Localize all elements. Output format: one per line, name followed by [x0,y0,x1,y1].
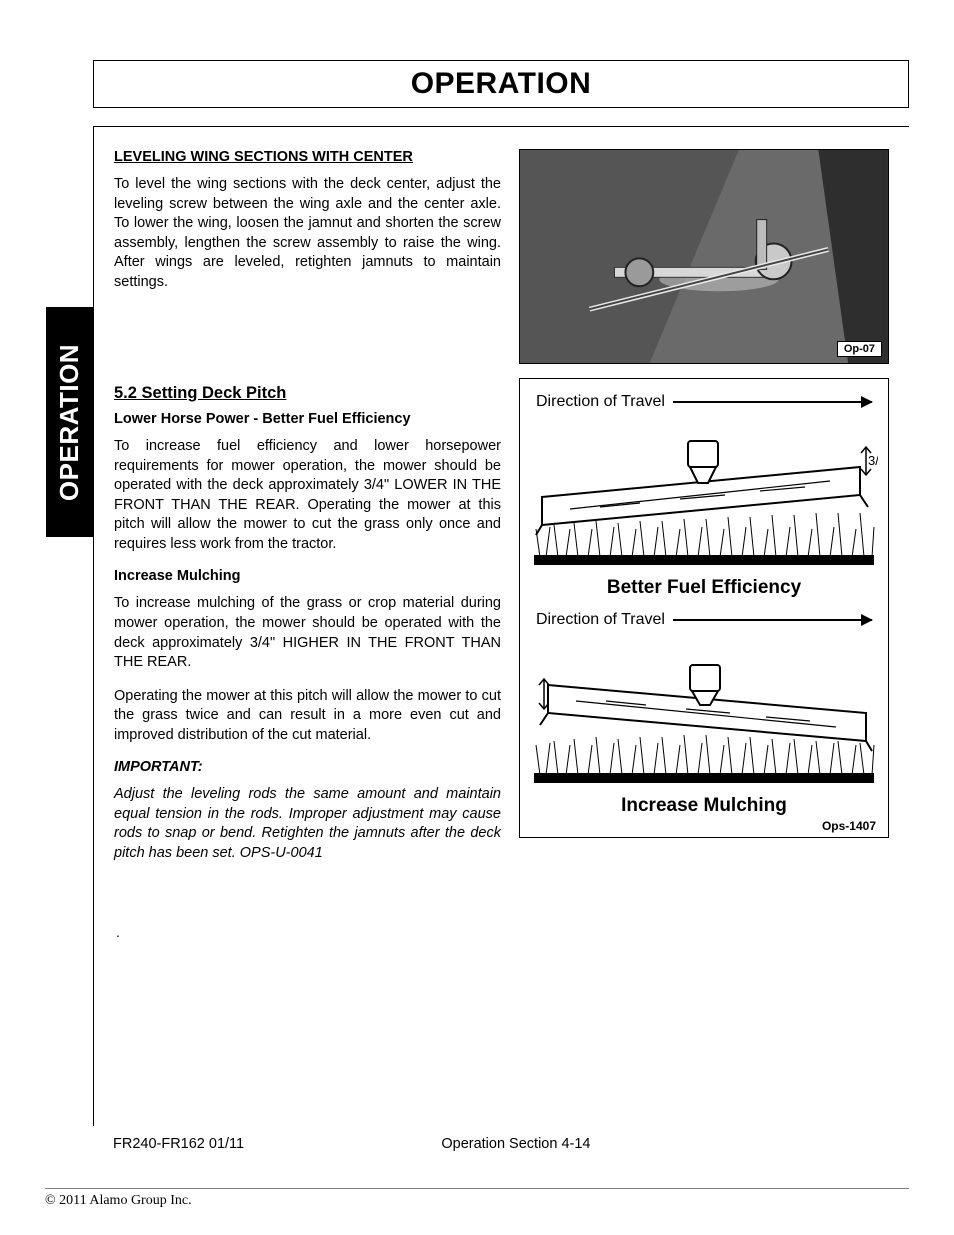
section-leveling-row: LEVELING WING SECTIONS WITH CENTER To le… [114,149,889,364]
pitch-sub1-body: To increase fuel efficiency and lower ho… [114,437,501,554]
important-label: IMPORTANT: [114,759,501,775]
content-frame: OPERATION LEVELING WING SECTIONS WITH CE… [93,126,909,1126]
diagram2-title: Increase Mulching [530,795,878,817]
section-leveling-heading: LEVELING WING SECTIONS WITH CENTER [114,149,501,165]
pitch-sub2-title: Increase Mulching [114,568,501,584]
diagram-column: Direction of Travel 3/4" [519,378,889,838]
pitch-sub2-body: To increase mulching of the grass or cro… [114,594,501,672]
photo-caption: Op-07 [837,341,882,357]
diagram2-arrow-icon [673,619,872,621]
leveling-photo: Op-07 [519,149,889,364]
diagram2-direction-row: Direction of Travel [536,611,872,629]
copyright-line: © 2011 Alamo Group Inc. [45,1188,909,1209]
diagram1-svg: 3/4" [530,417,878,567]
footer-row: FR240-FR162 01/11 Operation Section 4-14 [93,1136,909,1152]
photo-column: Op-07 [519,149,889,364]
section-leveling-text: LEVELING WING SECTIONS WITH CENTER To le… [114,149,501,364]
side-tab-label: OPERATION [55,343,86,500]
title-box: OPERATION [93,60,909,108]
photo-illustration [520,150,888,364]
page: OPERATION OPERATION LEVELING WING SECTIO… [0,0,954,1182]
important-body: Adjust the leveling rods the same amount… [114,785,501,863]
section-pitch-row: 5.2 Setting Deck Pitch Lower Horse Power… [114,378,889,940]
section-leveling-body: To level the wing sections with the deck… [114,175,501,292]
page-title: OPERATION [94,67,908,101]
side-tab: OPERATION [46,307,94,537]
pitch-sub2-body2: Operating the mower at this pitch will a… [114,687,501,746]
diagram2-svg: 3/4" [530,635,878,785]
section-pitch-text: 5.2 Setting Deck Pitch Lower Horse Power… [114,378,501,940]
diagram1-measure: 3/4" [868,453,878,468]
diagram1-direction-row: Direction of Travel [536,393,872,411]
diagram1-direction-label: Direction of Travel [536,393,665,411]
footer-left: FR240-FR162 01/11 [113,1136,244,1152]
stray-dot: . [116,924,501,940]
section-pitch-heading: 5.2 Setting Deck Pitch [114,384,501,403]
diagram2-direction-label: Direction of Travel [536,611,665,629]
diagram-caption: Ops-1407 [530,819,876,833]
pitch-diagram-box: Direction of Travel 3/4" [519,378,889,838]
diagram1-arrow-icon [673,401,872,403]
diagram1-title: Better Fuel Efficiency [530,577,878,599]
footer-center: Operation Section 4-14 [441,1136,590,1152]
footer-right [885,1136,889,1152]
pitch-sub1-title: Lower Horse Power - Better Fuel Efficien… [114,411,501,427]
